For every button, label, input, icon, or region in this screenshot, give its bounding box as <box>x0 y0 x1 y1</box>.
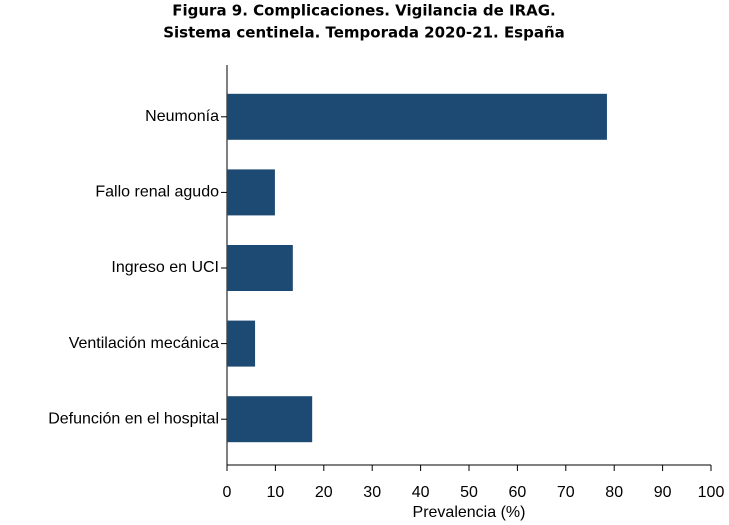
bar <box>227 169 275 216</box>
x-tick-label: 20 <box>315 484 333 501</box>
bar <box>227 320 256 367</box>
y-tick-label: Defunción en el hospital <box>48 410 219 427</box>
x-tick-label: 0 <box>223 484 232 501</box>
x-tick-label: 70 <box>557 484 575 501</box>
x-tick-label: 80 <box>605 484 623 501</box>
x-tick-label: 40 <box>412 484 430 501</box>
chart-title-line: Figura 9. Complicaciones. Vigilancia de … <box>172 2 556 20</box>
x-tick-label: 10 <box>267 484 285 501</box>
x-tick-label: 30 <box>363 484 381 501</box>
y-tick-label: Ingreso en UCI <box>111 259 219 276</box>
y-tick-label: Ventilación mecánica <box>69 335 219 352</box>
x-tick-label: 90 <box>654 484 672 501</box>
bar <box>227 93 607 140</box>
y-tick-label: Fallo renal agudo <box>95 184 219 201</box>
chart-title-line: Sistema centinela. Temporada 2020-21. Es… <box>163 24 565 42</box>
y-tick-label: Neumonía <box>145 108 219 125</box>
x-tick-label: 60 <box>509 484 527 501</box>
bar <box>227 245 293 291</box>
x-tick-label: 100 <box>698 484 725 501</box>
bar <box>227 396 313 443</box>
x-tick-label: 50 <box>460 484 478 501</box>
x-axis-label: Prevalencia (%) <box>413 504 526 521</box>
